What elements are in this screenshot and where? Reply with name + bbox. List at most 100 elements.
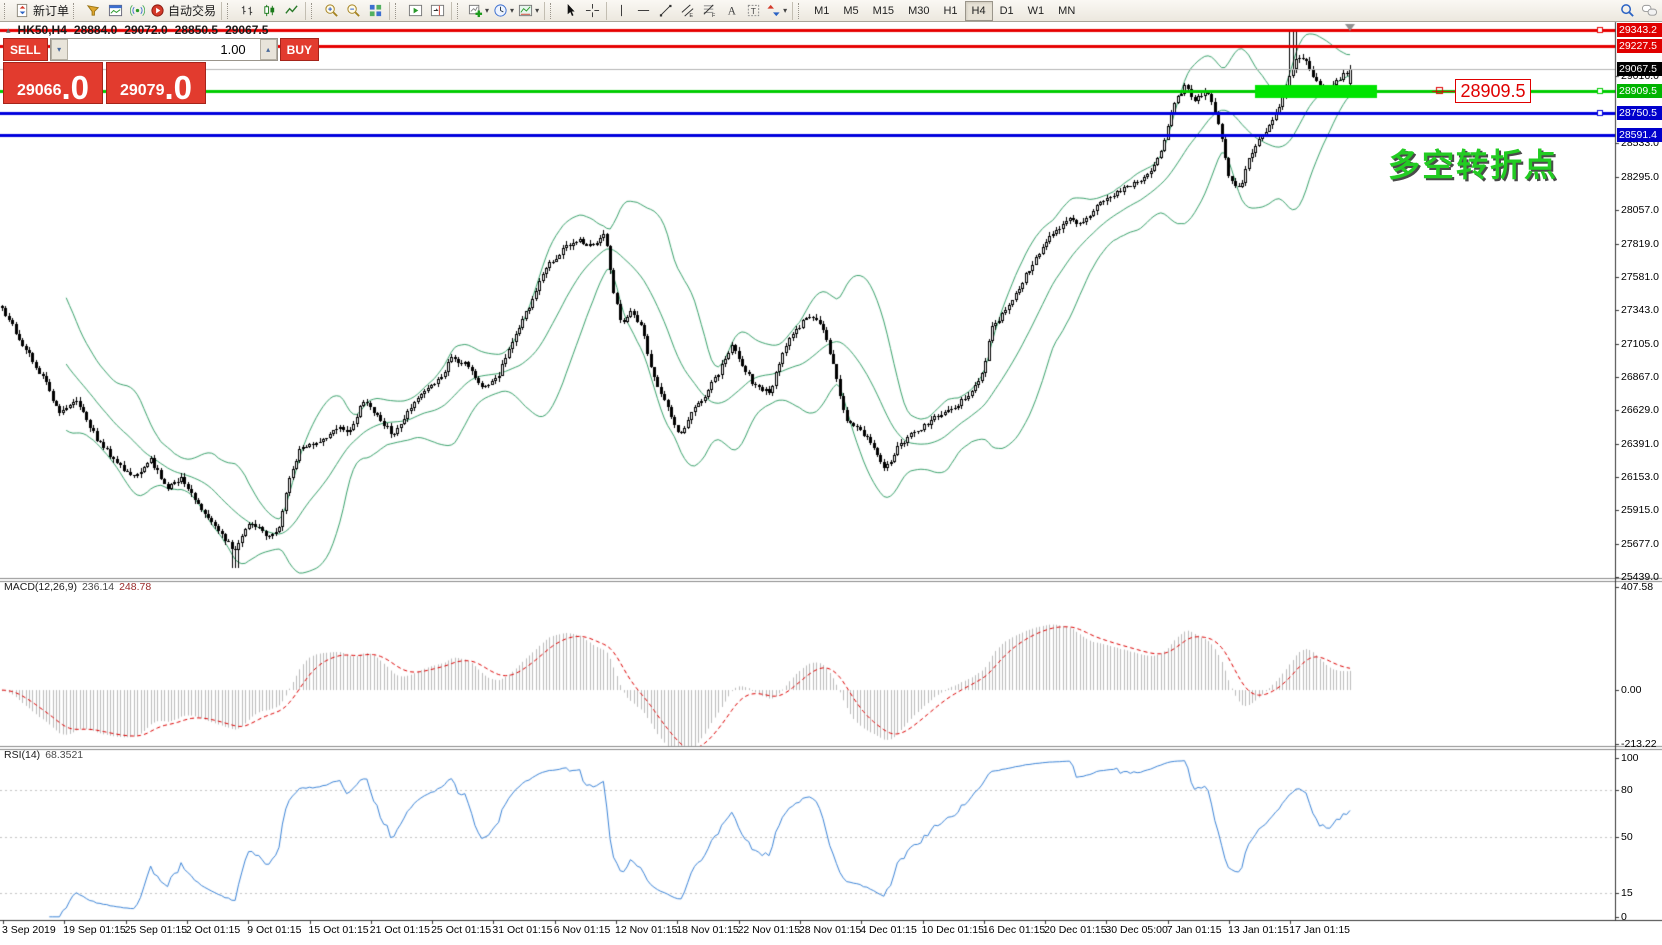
candlestick-icon — [262, 3, 277, 18]
svg-text:E: E — [689, 13, 693, 18]
fibonacci-button[interactable]: F — [698, 1, 720, 21]
new-order-button[interactable]: 新订单 — [13, 1, 71, 21]
horizontal-line-icon — [636, 3, 651, 18]
sell-price[interactable]: 29066.0 — [3, 62, 103, 104]
chart-window-icon — [108, 3, 123, 18]
chat-icon — [1641, 3, 1658, 18]
toolbar-separator — [451, 1, 453, 20]
line-chart-mode-button[interactable] — [280, 1, 302, 21]
toolbar-separator — [221, 1, 223, 20]
toolbar-grip[interactable] — [395, 2, 401, 19]
sell-price-dec: .0 — [61, 68, 90, 106]
toolbar-grip[interactable] — [73, 2, 79, 19]
toolbar-grip[interactable] — [798, 2, 804, 19]
bar-chart-mode-button[interactable] — [236, 1, 258, 21]
crosshair-button[interactable] — [581, 1, 603, 21]
search-button[interactable] — [1616, 1, 1638, 21]
timeframe-m1-button[interactable]: M1 — [807, 1, 836, 21]
chart-annotation-text[interactable]: 多空转折点 — [1388, 147, 1559, 183]
toolbar-grip[interactable] — [227, 2, 233, 19]
volume-increase-button[interactable]: ▴ — [259, 39, 277, 60]
toolbar-grip[interactable] — [4, 2, 10, 19]
timeframe-h1-button[interactable]: H1 — [936, 1, 964, 21]
one-click-collapse-icon[interactable]: ▴ — [6, 24, 11, 35]
buy-price-dec: .0 — [164, 68, 193, 106]
equidistant-channel-button[interactable]: E — [676, 1, 698, 21]
metaeditor-button[interactable] — [82, 1, 104, 21]
trendline-button[interactable] — [654, 1, 676, 21]
chat-button[interactable] — [1638, 1, 1660, 21]
text-icon: A — [724, 3, 739, 18]
timeframe-group: M1 M5 M15 M30 H1 H4 D1 W1 MN — [807, 0, 1082, 21]
chart-shift-icon — [430, 3, 445, 18]
sell-button[interactable]: SELL — [3, 38, 48, 61]
autotrading-icon — [150, 3, 165, 18]
timeframe-mn-button[interactable]: MN — [1051, 1, 1082, 21]
vertical-line-icon — [614, 3, 629, 18]
price-callout[interactable]: 28909.5 — [1455, 79, 1531, 103]
zoom-in-icon — [324, 3, 339, 18]
buy-button[interactable]: BUY — [279, 38, 320, 61]
toolbar-separator — [305, 1, 307, 20]
volume-decrease-button[interactable]: ▾ — [50, 39, 68, 60]
search-icon — [1620, 3, 1635, 18]
timeframe-m30-button[interactable]: M30 — [901, 1, 936, 21]
auto-scroll-icon — [408, 3, 423, 18]
timeframe-h4-button[interactable]: H4 — [964, 0, 993, 21]
vertical-line-button[interactable] — [610, 1, 632, 21]
horizontal-line-button[interactable] — [632, 1, 654, 21]
timeframe-w1-button[interactable]: W1 — [1021, 1, 1052, 21]
toolbar-grip[interactable] — [457, 2, 463, 19]
auto-scroll-button[interactable] — [404, 1, 426, 21]
trendline-icon — [658, 3, 673, 18]
timeframe-m5-button[interactable]: M5 — [836, 1, 865, 21]
chart-shift-button[interactable] — [426, 1, 448, 21]
zoom-out-icon — [346, 3, 361, 18]
cursor-button[interactable] — [559, 1, 581, 21]
text-button[interactable]: A — [720, 1, 742, 21]
bar-chart-icon — [240, 3, 255, 18]
arrows-icon — [766, 3, 781, 18]
indicators-button[interactable]: ▾ — [466, 1, 491, 21]
funnel-icon — [86, 3, 101, 18]
toolbar-grip[interactable] — [550, 2, 556, 19]
zoom-in-button[interactable] — [320, 1, 342, 21]
zoom-out-button[interactable] — [342, 1, 364, 21]
templates-button[interactable]: ▾ — [516, 1, 541, 21]
signals-button[interactable] — [126, 1, 148, 21]
sell-price-int: 29066 — [16, 82, 62, 99]
line-chart-icon — [284, 3, 299, 18]
buy-price[interactable]: 29079.0 — [106, 62, 206, 104]
channel-icon: E — [680, 3, 695, 18]
buy-price-int: 29079 — [119, 82, 165, 99]
ohlc-open: 28884.0 — [73, 23, 118, 37]
crosshair-icon — [585, 3, 600, 18]
new-order-icon — [15, 3, 30, 18]
periods-button[interactable]: ▾ — [491, 1, 516, 21]
text-label-button[interactable]: T — [742, 1, 764, 21]
ohlc-high: 29072.0 — [124, 23, 168, 37]
svg-text:T: T — [750, 6, 755, 16]
market-watch-window-button[interactable] — [104, 1, 126, 21]
cursor-icon — [563, 3, 578, 18]
svg-text:A: A — [727, 5, 736, 17]
volume-stepper: ▾ ▴ — [49, 38, 278, 61]
autotrading-button[interactable]: 自动交易 — [148, 1, 218, 21]
toolbar-separator — [606, 1, 608, 20]
fibonacci-icon: F — [702, 3, 717, 18]
candlestick-mode-button[interactable] — [258, 1, 280, 21]
volume-input[interactable] — [67, 39, 260, 60]
toolbar-grip[interactable] — [311, 2, 317, 19]
tile-windows-button[interactable] — [364, 1, 386, 21]
timeframe-m15-button[interactable]: M15 — [866, 1, 901, 21]
symbol-name: HK50,H4 — [17, 23, 67, 37]
tile-windows-icon — [368, 3, 383, 18]
timeframe-d1-button[interactable]: D1 — [993, 1, 1021, 21]
arrows-button[interactable]: ▾ — [764, 1, 789, 21]
chevron-down-icon: ▾ — [535, 6, 540, 15]
signal-icon — [129, 3, 145, 18]
ohlc-close: 29067.5 — [225, 23, 269, 37]
chevron-down-icon: ▾ — [485, 6, 490, 15]
symbol-header: ▴ HK50,H4 28884.0 29072.0 28850.5 29067.… — [6, 23, 268, 37]
